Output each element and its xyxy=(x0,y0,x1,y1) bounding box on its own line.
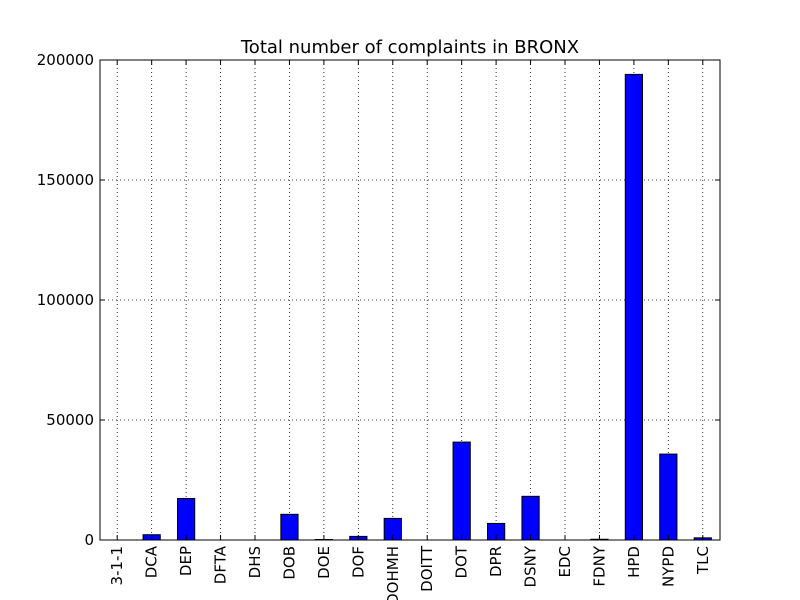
x-tick-label: DHS xyxy=(246,546,264,578)
x-tick-label: DOB xyxy=(280,546,298,580)
x-tick-label: NYPD xyxy=(659,546,677,587)
x-tick-label: DOF xyxy=(349,546,367,578)
axis-ticks xyxy=(100,59,720,541)
bar-nypd xyxy=(659,453,678,541)
y-tick-label: 200000 xyxy=(37,51,94,69)
x-tick-label: DOHMH xyxy=(384,546,402,600)
x-tick-label: EDC xyxy=(556,546,574,578)
x-tick-label: DPR xyxy=(487,546,505,577)
x-tick-label: 3-1-1 xyxy=(108,546,126,585)
x-tick-labels: 3-1-1 DCA DEP DFTA DHS DOB DOE DOF DOHMH DOITT DOT… xyxy=(108,545,712,600)
chart-title: Total number of complaints in BRONX xyxy=(240,37,579,58)
bar-dot xyxy=(452,441,471,541)
x-tick-label: TLC xyxy=(694,546,712,575)
x-tick-label: FDNY xyxy=(590,545,608,586)
x-tick-label: DFTA xyxy=(212,545,230,584)
x-tick-label: DCA xyxy=(143,545,161,578)
y-tick-label: 100000 xyxy=(37,291,94,309)
y-tick-label: 50000 xyxy=(46,411,94,429)
bars xyxy=(142,73,712,541)
y-tick-label: 150000 xyxy=(37,171,94,189)
x-tick-label: DOE xyxy=(315,546,333,579)
x-tick-label: DEP xyxy=(177,546,195,576)
bar-dep xyxy=(177,497,196,541)
x-tick-label: DOT xyxy=(453,545,471,578)
x-tick-label: HPD xyxy=(625,546,643,578)
x-tick-label: DSNY xyxy=(522,545,540,587)
y-tick-label: 0 xyxy=(84,531,94,549)
y-tick-labels: 0 50000 100000 150000 200000 xyxy=(37,51,94,549)
x-tick-label: DOITT xyxy=(418,545,436,592)
bar-hpd xyxy=(624,73,643,541)
bar-dsny xyxy=(521,495,540,541)
